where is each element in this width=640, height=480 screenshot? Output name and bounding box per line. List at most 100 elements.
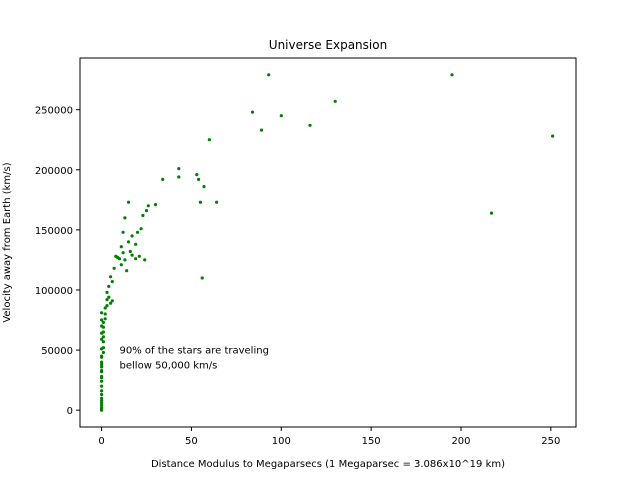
data-point	[100, 311, 104, 315]
data-point	[123, 216, 127, 220]
data-point	[195, 173, 199, 177]
data-point	[119, 263, 123, 267]
annotation-line-1: 90% of the stars are traveling	[120, 346, 269, 357]
data-point	[114, 254, 118, 258]
data-point	[101, 335, 105, 339]
data-point	[100, 354, 104, 358]
data-point	[100, 331, 104, 335]
y-tick-label: 150000	[35, 226, 73, 237]
data-point	[259, 128, 264, 132]
data-point	[110, 299, 114, 303]
plot-area	[80, 58, 576, 427]
data-point	[100, 376, 104, 380]
data-point	[119, 245, 123, 249]
data-point	[100, 396, 104, 400]
data-point	[103, 317, 107, 321]
data-point	[105, 290, 109, 294]
data-point	[250, 110, 255, 114]
chart-title: Universe Expansion	[269, 38, 387, 52]
data-point	[146, 204, 150, 208]
data-point	[551, 134, 555, 138]
data-point	[100, 362, 104, 367]
data-point	[100, 408, 104, 412]
data-point	[100, 403, 104, 407]
data-point	[110, 280, 114, 284]
data-point	[141, 213, 145, 218]
data-point	[177, 175, 181, 179]
y-tick-label: 50000	[41, 346, 73, 357]
data-point	[105, 304, 109, 308]
x-axis-ticks: 0 50 100 150 200 250	[98, 427, 560, 447]
data-point	[267, 73, 271, 77]
x-axis-label: Distance Modulus to Megaparsecs (1 Megap…	[151, 459, 505, 470]
data-point	[121, 251, 125, 255]
data-point	[100, 337, 104, 341]
data-point	[333, 99, 337, 103]
data-point	[100, 365, 104, 369]
data-point	[489, 211, 494, 215]
y-tick-label: 0	[67, 406, 73, 417]
y-tick-label: 250000	[35, 106, 73, 117]
data-point	[100, 392, 104, 397]
x-tick-label: 0	[98, 436, 104, 447]
data-point	[109, 301, 113, 305]
data-point	[207, 138, 211, 142]
data-point	[121, 230, 125, 234]
data-point	[144, 209, 149, 213]
y-tick-label: 200000	[35, 166, 73, 177]
data-point	[100, 384, 104, 388]
data-point	[100, 318, 104, 322]
y-tick-label: 100000	[35, 286, 73, 297]
data-point	[139, 227, 143, 231]
data-point	[198, 200, 202, 204]
data-point	[161, 177, 165, 181]
x-tick-label: 100	[272, 436, 291, 447]
data-point	[279, 114, 283, 118]
x-tick-label: 150	[362, 436, 381, 447]
data-point	[109, 275, 113, 279]
annotation-line-2: bellow 50,000 km/s	[120, 361, 218, 372]
data-point	[137, 254, 141, 258]
data-point	[101, 320, 105, 324]
x-tick-label: 50	[185, 436, 198, 447]
plot-frame	[79, 57, 577, 428]
y-axis-label: Velocity away from Earth (km/s)	[2, 162, 13, 322]
data-point	[101, 340, 105, 344]
x-tick-label: 200	[451, 436, 470, 447]
y-axis-ticks: 0 50000 100000 150000 200000 250000	[35, 106, 80, 417]
data-point	[153, 203, 158, 207]
data-point	[130, 234, 134, 238]
data-point	[100, 401, 104, 405]
data-point	[134, 242, 138, 246]
data-point	[105, 298, 109, 302]
data-point	[100, 379, 104, 383]
x-tick-label: 250	[541, 436, 560, 447]
data-point	[100, 389, 104, 393]
data-points	[100, 73, 555, 412]
data-point	[103, 306, 107, 310]
data-point	[100, 347, 104, 351]
data-point	[107, 284, 111, 288]
data-point	[143, 258, 147, 262]
data-point	[135, 230, 140, 234]
data-point	[308, 123, 312, 127]
data-point	[123, 258, 127, 262]
data-point	[100, 360, 104, 364]
data-point	[202, 185, 206, 189]
data-point	[101, 350, 105, 355]
data-point	[450, 73, 454, 77]
data-point	[112, 266, 116, 270]
data-point	[100, 324, 104, 328]
data-point	[107, 295, 111, 299]
data-point	[100, 399, 104, 403]
data-point	[128, 249, 132, 254]
data-point	[126, 200, 131, 204]
data-point	[125, 269, 129, 273]
data-point	[103, 312, 107, 316]
data-point	[197, 177, 201, 181]
data-point	[215, 200, 219, 204]
data-point	[177, 167, 181, 171]
data-point	[130, 253, 134, 257]
data-point	[100, 368, 104, 373]
